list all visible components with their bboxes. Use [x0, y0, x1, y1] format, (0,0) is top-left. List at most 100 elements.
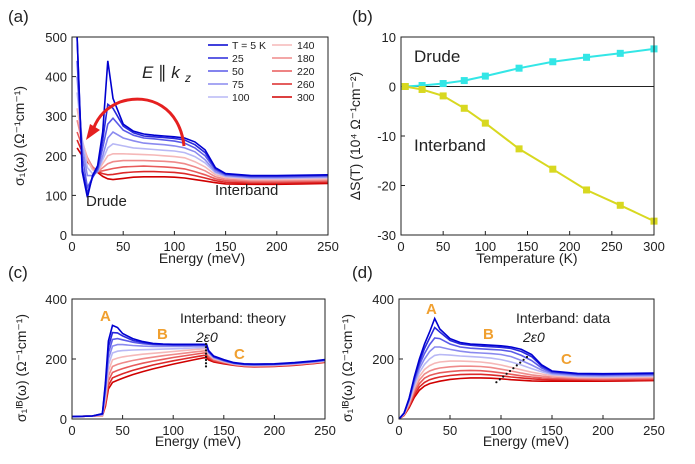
panel-c-ylabel: σ₁ᴵᴮ(ω) (Ω⁻¹cm⁻¹)	[13, 314, 29, 422]
b-ytick-label: 10	[382, 30, 396, 45]
panel-d-gap-dot	[512, 367, 515, 370]
panel-b-marker-interband	[549, 165, 557, 173]
c-ytick-label: 0	[60, 412, 67, 427]
panel-c-xlabel: Energy (meV)	[155, 433, 241, 449]
d-series-2	[398, 337, 655, 420]
d-ytick-label: 0	[387, 412, 394, 427]
a-xtick-label: 200	[266, 239, 288, 254]
legend-label: 25	[232, 53, 244, 65]
d-xtick-label: 50	[443, 423, 457, 438]
panel-c-axes: 0 50 100 150 200 250 0 200 400	[45, 292, 336, 438]
panel-d-gap-dot	[522, 358, 525, 361]
a-ytick-label: 100	[45, 188, 67, 203]
panel-d-gap-label: 2ε0	[522, 329, 545, 345]
b-xtick-label: 100	[474, 239, 496, 254]
panel-b-marker-drude	[583, 53, 591, 61]
panel-c-gap-dot	[204, 352, 208, 355]
legend-label: T = 5 K	[232, 40, 266, 52]
b-series-interband	[405, 85, 655, 223]
a-xtick-label: 0	[68, 239, 75, 254]
panel-a-xlabel: Energy (meV)	[159, 250, 245, 266]
c-series-3	[71, 343, 326, 418]
a-ytick-label: 300	[45, 109, 67, 124]
legend-label: 300	[297, 92, 315, 104]
panel-c-label-b: B	[157, 326, 168, 343]
panel-d-gap-dot	[502, 375, 505, 378]
panel-b-marker-drude	[460, 77, 468, 85]
legend-label: 220	[297, 66, 315, 78]
panel-b-marker-interband	[401, 83, 409, 90]
panel-b-drude-label: Drude	[414, 47, 460, 66]
b-ytick-label: 0	[389, 80, 396, 95]
panel-d-series	[398, 316, 655, 420]
c-xtick-label: 250	[314, 423, 336, 438]
panel-a-letter: (a)	[8, 7, 29, 26]
panel-d-letter: (d)	[352, 263, 373, 282]
c-series-0	[71, 324, 326, 418]
legend-label: 100	[232, 92, 250, 104]
c-ytick-label: 200	[45, 352, 67, 367]
a-xtick-label: 50	[116, 239, 130, 254]
a-xtick-label: 250	[317, 239, 339, 254]
panel-a-frame	[71, 36, 329, 236]
panel-d-gap-dot	[519, 361, 522, 364]
c-xtick-label: 100	[162, 423, 184, 438]
b-ytick-label: -10	[377, 129, 396, 144]
c-xtick-label: 150	[213, 423, 235, 438]
panel-b-marker-interband	[583, 186, 591, 194]
panel-a-series	[76, 36, 329, 198]
panel-d-label-b: B	[483, 326, 494, 343]
panel-b-interband-label: Interband	[414, 136, 486, 155]
legend-label: 140	[297, 40, 315, 52]
c-xtick-label: 0	[68, 423, 75, 438]
d-series-8	[398, 373, 655, 420]
d-ytick-label: 400	[372, 292, 394, 307]
a-series-0	[76, 36, 329, 198]
b-series-drude	[405, 47, 655, 88]
panel-c-title: Interband: theory	[180, 310, 286, 326]
panel-b-xlabel: Temperature (K)	[476, 250, 577, 266]
legend-label: 75	[232, 79, 244, 91]
b-xtick-label: 250	[601, 239, 623, 254]
panel-b-marker-drude	[439, 80, 447, 88]
panel-b-frame	[400, 36, 655, 236]
panel-b-marker-interband	[439, 92, 447, 100]
panel-d-gap-dot	[515, 364, 518, 367]
panel-c-gap-label: 2ε0	[195, 329, 218, 345]
a-ytick-label: 0	[60, 228, 67, 243]
panel-a-interband-label: Interband	[215, 182, 278, 199]
b-xtick-label: 300	[643, 239, 665, 254]
panel-b-letter: (b)	[352, 7, 373, 26]
panel-c-gap-dot	[204, 358, 208, 362]
b-ytick-label: -30	[377, 228, 396, 243]
panel-b: (b) 0 50 100 150 200 250 300 -30 -20 -10 0 10 Tempe…	[347, 7, 665, 266]
b-xtick-label: 0	[397, 239, 404, 254]
panel-c-label-a: A	[100, 308, 111, 325]
panel-b-marker-interband	[515, 145, 523, 153]
panel-c-gap-dot	[204, 362, 208, 365]
panel-b-marker-drude	[549, 58, 557, 66]
a-xtick-label: 100	[164, 239, 186, 254]
panel-c-gap-dot	[204, 342, 208, 346]
panel-b-axes: 0 50 100 150 200 250 300 -30 -20 -10 0 10	[377, 30, 665, 254]
panel-b-marker-interband	[481, 119, 489, 127]
a-ytick-label: 400	[45, 70, 67, 85]
panel-c-gap-dot	[204, 349, 208, 352]
panel-b-marker-drude	[616, 49, 624, 57]
d-series-6	[398, 365, 655, 420]
d-series-7	[398, 369, 655, 420]
panel-c-label-c: C	[234, 346, 245, 363]
panel-d-gap-dot	[505, 372, 508, 375]
panel-a-drude-label: Drude	[86, 193, 127, 210]
panel-d-ylabel: σ₁ᴵᴮ(ω) (Ω⁻¹cm⁻¹)	[339, 314, 355, 422]
panel-b-marker-interband	[616, 201, 624, 209]
panel-b-marker-interband	[460, 104, 468, 112]
d-xtick-label: 150	[541, 423, 563, 438]
b-ytick-label: -20	[377, 179, 396, 194]
legend-label: 50	[232, 66, 244, 78]
d-series-4	[398, 353, 655, 420]
b-xtick-label: 150	[517, 239, 539, 254]
a-ytick-label: 500	[45, 30, 67, 45]
